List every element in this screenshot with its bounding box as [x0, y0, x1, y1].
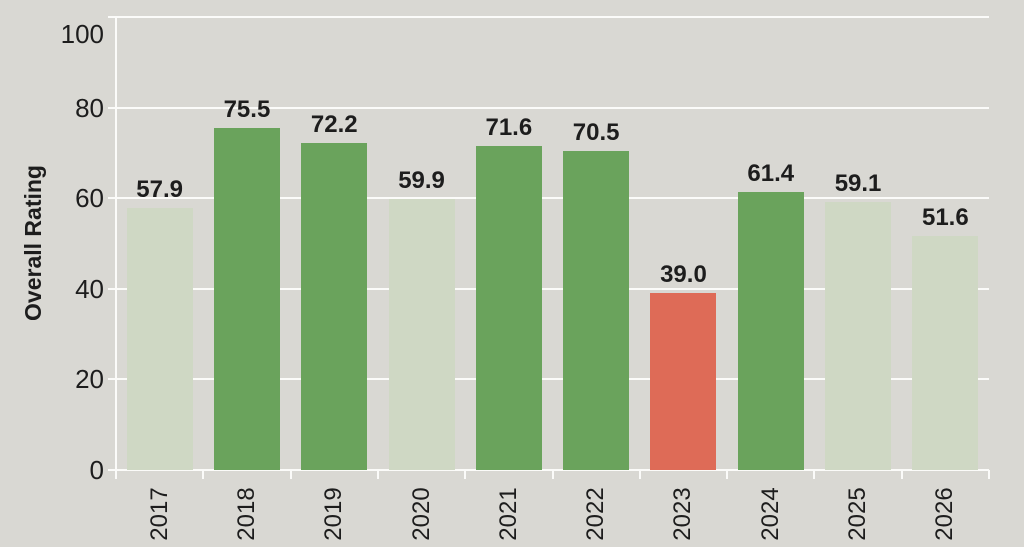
x-axis-tick: [115, 470, 117, 479]
bar-2026[interactable]: [912, 236, 979, 470]
x-tick-label-2025: 2025: [844, 487, 872, 541]
y-tick-label-40: 40: [75, 273, 104, 304]
x-axis-tick: [813, 470, 816, 479]
bar-2023[interactable]: [650, 293, 717, 470]
value-label-2020: 59.9: [398, 166, 445, 194]
x-tick-label-2017: 2017: [145, 487, 173, 541]
x-tick-label-2021: 2021: [494, 487, 522, 541]
gridline-60: [108, 197, 989, 200]
y-axis-line: [115, 17, 117, 471]
value-label-2024: 61.4: [747, 159, 795, 187]
bar-2017[interactable]: [126, 207, 193, 470]
value-label-2023: 39.0: [660, 261, 707, 289]
x-tick-label-2023: 2023: [669, 487, 697, 541]
x-tick-label-2024: 2024: [756, 487, 784, 541]
gridline-80: [108, 106, 989, 109]
bar-2025[interactable]: [825, 202, 892, 470]
x-tick-label-2022: 2022: [582, 487, 610, 541]
x-axis-tick: [726, 470, 729, 479]
bar-2024[interactable]: [737, 191, 804, 470]
bar-2019[interactable]: [301, 142, 368, 470]
value-label-2026: 51.6: [921, 204, 969, 232]
x-axis-tick: [464, 470, 467, 479]
value-label-2021: 71.6: [485, 113, 533, 141]
x-axis-tick: [900, 470, 903, 479]
x-axis-tick: [376, 470, 379, 479]
bar-2020[interactable]: [388, 198, 455, 470]
gridline-0: [108, 469, 989, 471]
x-axis-tick: [202, 470, 205, 479]
x-axis-tick: [289, 470, 292, 479]
x-axis-tick: [988, 470, 990, 479]
gridline-100: [108, 16, 989, 18]
x-tick-label-2018: 2018: [232, 487, 260, 541]
gridline-40: [108, 287, 989, 290]
y-tick-label-0: 0: [89, 455, 104, 485]
value-label-2019: 72.2: [310, 110, 358, 138]
gridline-20: [108, 378, 989, 381]
y-tick-label-100: 100: [60, 19, 104, 49]
y-tick-label-60: 60: [75, 183, 104, 214]
value-label-2018: 75.5: [223, 95, 271, 123]
value-label-2025: 59.1: [834, 170, 882, 198]
bar-2022[interactable]: [563, 150, 630, 470]
y-axis-title: Overall Rating: [20, 165, 46, 321]
y-tick-label-80: 80: [75, 92, 104, 123]
y-tick-label-20: 20: [75, 364, 104, 395]
value-label-2017: 57.9: [136, 175, 183, 203]
x-tick-label-2020: 2020: [407, 487, 435, 541]
x-tick-label-2026: 2026: [931, 487, 959, 541]
value-label-2022: 70.5: [572, 118, 620, 146]
x-axis-tick: [638, 470, 641, 479]
bar-2021[interactable]: [475, 145, 542, 470]
bar-2018[interactable]: [213, 127, 280, 470]
x-tick-label-2019: 2019: [320, 487, 348, 541]
x-axis-tick: [551, 470, 554, 479]
